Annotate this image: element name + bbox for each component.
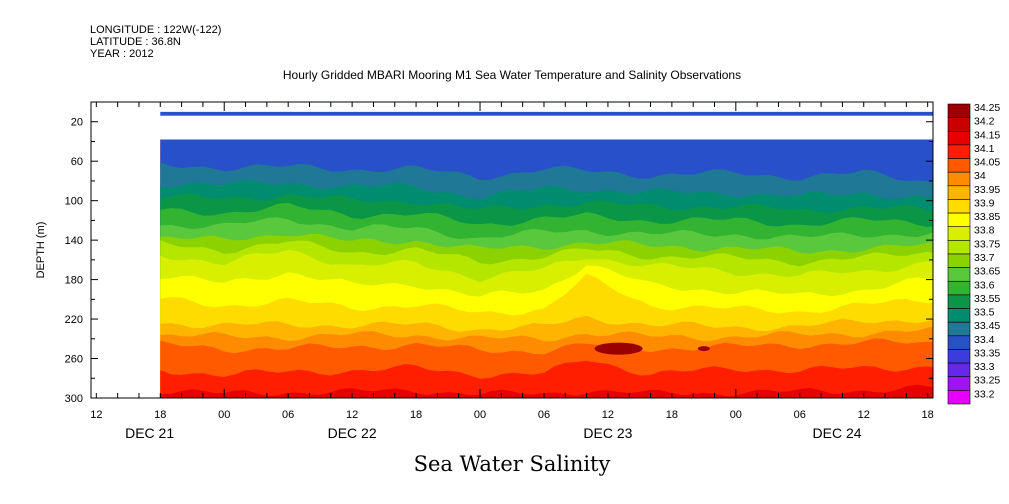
colorbar-swatch: [947, 280, 971, 296]
x-hour-label: 00: [218, 409, 230, 421]
x-hour-label: 00: [474, 409, 486, 421]
salinity-max-core-small: [697, 346, 710, 352]
colorbar-swatch: [947, 253, 971, 268]
colorbar-label: 34.25: [974, 102, 1000, 114]
y-axis-label: DEPTH (m): [35, 222, 47, 279]
colorbar-label: 34.05: [974, 157, 1000, 169]
year-label: YEAR : 2012: [90, 48, 154, 60]
y-tick-label: 20: [71, 117, 83, 129]
colorbar-swatch: [947, 321, 971, 337]
y-tick-label: 140: [65, 235, 83, 247]
colorbar-label: 33.25: [974, 375, 1000, 387]
longitude-label: LONGITUDE : 122W(-122): [90, 24, 222, 36]
salinity-max-core: [594, 342, 643, 355]
colorbar-swatch: [947, 226, 971, 241]
x-day-label: DEC 23: [583, 425, 632, 441]
no-data-gap: [160, 115, 933, 140]
x-hour-label: 12: [858, 409, 870, 421]
y-tick-label: 100: [65, 196, 83, 208]
colorbar-swatch: [947, 199, 971, 214]
colorbar-swatch: [947, 103, 971, 118]
x-hour-label: 12: [346, 409, 358, 421]
colorbar-swatch: [947, 130, 971, 146]
colorbar-swatch: [947, 240, 971, 255]
colorbar-label: 33.2: [974, 388, 995, 400]
colorbar-swatch: [947, 335, 971, 350]
colorbar-label: 33.3: [974, 361, 995, 373]
colorbar-label: 34.15: [974, 129, 1000, 141]
colorbar-label: 33.95: [974, 184, 1000, 196]
colorbar-label: 33.45: [974, 320, 1000, 332]
colorbar-swatch: [947, 349, 971, 364]
colorbar-swatch: [947, 158, 971, 173]
colorbar-swatch: [947, 376, 971, 391]
colorbar-label: 34.2: [974, 116, 995, 128]
variable-label: Sea Water Salinity: [413, 452, 611, 476]
colorbar-label: 33.35: [974, 347, 1000, 359]
x-hour-label: 00: [730, 409, 742, 421]
x-hour-label: 18: [922, 409, 934, 421]
colorbar-swatch: [947, 267, 971, 282]
colorbar-label: 34.1: [974, 143, 995, 155]
colorbar-swatch: [947, 117, 971, 132]
colorbar-label: 33.65: [974, 266, 1000, 278]
chart-title: Hourly Gridded MBARI Mooring M1 Sea Wate…: [282, 68, 742, 82]
surface-salinity-band: [160, 111, 933, 116]
x-hour-label: 12: [602, 409, 614, 421]
colorbar-swatch: [947, 308, 971, 323]
x-hour-label: 06: [282, 409, 294, 421]
colorbar-swatch: [947, 185, 971, 200]
colorbar-label: 33.85: [974, 211, 1000, 223]
colorbar-label: 33.6: [974, 279, 995, 291]
x-day-label: DEC 24: [813, 425, 862, 441]
y-tick-label: 60: [71, 156, 83, 168]
colorbar-label: 33.75: [974, 238, 1000, 250]
colorbar-swatch: [947, 212, 971, 228]
x-day-label: DEC 22: [328, 425, 377, 441]
plot-header: LONGITUDE : 122W(-122) LATITUDE : 36.8N …: [90, 24, 221, 60]
y-tick-label: 300: [65, 393, 83, 405]
colorbar-label: 33.7: [974, 252, 995, 264]
colorbar-label: 33.55: [974, 293, 1000, 305]
colorbar-swatch: [947, 171, 971, 187]
y-tick-label: 220: [65, 314, 83, 326]
x-hour-label: 18: [154, 409, 166, 421]
colorbar-label: 33.4: [974, 334, 995, 346]
colorbar-label: 33.5: [974, 307, 995, 319]
colorbar-label: 33.8: [974, 225, 995, 237]
colorbar-swatch: [947, 362, 971, 378]
y-tick-label: 260: [65, 354, 83, 366]
x-hour-label: 12: [90, 409, 102, 421]
y-tick-label: 180: [65, 275, 83, 287]
latitude-label: LATITUDE : 36.8N: [90, 36, 181, 48]
salinity-band-34.15: [160, 384, 933, 398]
colorbar-swatch: [947, 144, 971, 159]
plot-frame: [90, 101, 934, 399]
x-day-label: DEC 21: [125, 425, 174, 441]
colorbar-swatch: [947, 390, 971, 405]
x-hour-label: 06: [794, 409, 806, 421]
x-hour-label: 06: [538, 409, 550, 421]
colorbar-swatch: [947, 294, 971, 309]
colorbar-label: 33.9: [974, 197, 995, 209]
colorbar-label: 34: [974, 170, 986, 182]
x-hour-label: 18: [410, 409, 422, 421]
x-hour-label: 18: [666, 409, 678, 421]
